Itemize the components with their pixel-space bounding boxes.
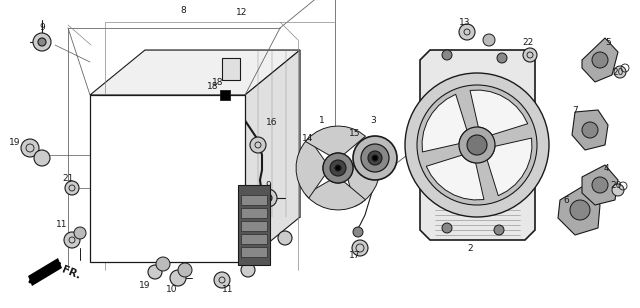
Circle shape	[417, 85, 537, 205]
Text: 18: 18	[212, 78, 224, 87]
Circle shape	[21, 139, 39, 157]
Text: 21: 21	[62, 173, 74, 183]
Circle shape	[214, 272, 230, 288]
Text: 11: 11	[56, 220, 68, 229]
Text: 21: 21	[244, 258, 256, 268]
Text: 17: 17	[349, 252, 361, 261]
Polygon shape	[582, 165, 618, 205]
Circle shape	[459, 127, 495, 163]
Circle shape	[442, 223, 452, 233]
Bar	[238, 185, 270, 265]
Bar	[241, 221, 267, 231]
Polygon shape	[28, 258, 62, 286]
Text: 6: 6	[563, 196, 569, 205]
Circle shape	[614, 66, 626, 78]
Text: 15: 15	[349, 128, 361, 137]
Bar	[241, 247, 267, 257]
Text: 11: 11	[222, 286, 234, 294]
Bar	[241, 208, 267, 218]
Circle shape	[353, 227, 363, 237]
Circle shape	[241, 263, 255, 277]
Text: 5: 5	[605, 38, 611, 47]
Circle shape	[368, 151, 382, 165]
Text: 7: 7	[572, 106, 578, 115]
Polygon shape	[572, 110, 608, 150]
Bar	[220, 90, 230, 100]
Polygon shape	[426, 155, 484, 200]
Circle shape	[148, 265, 162, 279]
Circle shape	[33, 33, 51, 51]
Text: 8: 8	[180, 6, 186, 14]
Circle shape	[612, 184, 624, 196]
Circle shape	[65, 181, 79, 195]
Polygon shape	[245, 50, 300, 262]
Circle shape	[497, 53, 507, 63]
Circle shape	[38, 38, 46, 46]
Circle shape	[592, 52, 608, 68]
Polygon shape	[305, 180, 365, 210]
Text: 1: 1	[319, 116, 325, 124]
Circle shape	[323, 153, 353, 183]
Circle shape	[170, 270, 186, 286]
Circle shape	[352, 240, 368, 256]
Text: 19: 19	[140, 281, 151, 290]
Polygon shape	[348, 150, 380, 206]
Circle shape	[278, 231, 292, 245]
Circle shape	[330, 160, 346, 176]
Circle shape	[156, 257, 170, 271]
Circle shape	[372, 155, 378, 161]
Circle shape	[64, 232, 80, 248]
Polygon shape	[305, 126, 365, 156]
Text: 22: 22	[522, 38, 534, 47]
Polygon shape	[558, 185, 600, 235]
Circle shape	[483, 34, 495, 46]
Text: FR.: FR.	[60, 265, 82, 281]
Circle shape	[592, 177, 608, 193]
Polygon shape	[422, 94, 467, 152]
Polygon shape	[470, 90, 528, 135]
Text: 10: 10	[166, 286, 178, 294]
Circle shape	[582, 122, 598, 138]
Text: 9: 9	[39, 22, 45, 31]
Text: 4: 4	[603, 164, 609, 172]
Circle shape	[74, 227, 86, 239]
Text: 16: 16	[266, 117, 278, 127]
Polygon shape	[582, 38, 618, 82]
Circle shape	[494, 225, 504, 235]
Text: 2: 2	[467, 244, 473, 253]
Circle shape	[467, 135, 487, 155]
Circle shape	[250, 137, 266, 153]
Circle shape	[259, 189, 277, 207]
Polygon shape	[296, 138, 325, 198]
Circle shape	[353, 136, 397, 180]
Text: 20: 20	[611, 180, 621, 189]
Text: 19: 19	[9, 137, 20, 147]
Bar	[222, 58, 240, 80]
Polygon shape	[90, 50, 300, 95]
Circle shape	[264, 194, 272, 202]
Bar	[241, 195, 267, 205]
Text: 13: 13	[460, 18, 471, 26]
Text: 9: 9	[265, 180, 271, 189]
Polygon shape	[420, 50, 535, 240]
Circle shape	[459, 24, 475, 40]
Circle shape	[361, 144, 389, 172]
Polygon shape	[487, 138, 532, 196]
Text: 18: 18	[207, 82, 218, 91]
Circle shape	[34, 150, 50, 166]
Text: 20: 20	[612, 67, 624, 76]
Circle shape	[335, 165, 341, 171]
Text: 12: 12	[236, 7, 248, 17]
Bar	[90, 95, 245, 262]
Circle shape	[570, 200, 590, 220]
Circle shape	[442, 50, 452, 60]
Circle shape	[405, 73, 549, 217]
Text: 3: 3	[370, 116, 376, 124]
Text: 14: 14	[302, 133, 314, 143]
Circle shape	[178, 263, 192, 277]
Bar	[241, 234, 267, 244]
Circle shape	[523, 48, 537, 62]
